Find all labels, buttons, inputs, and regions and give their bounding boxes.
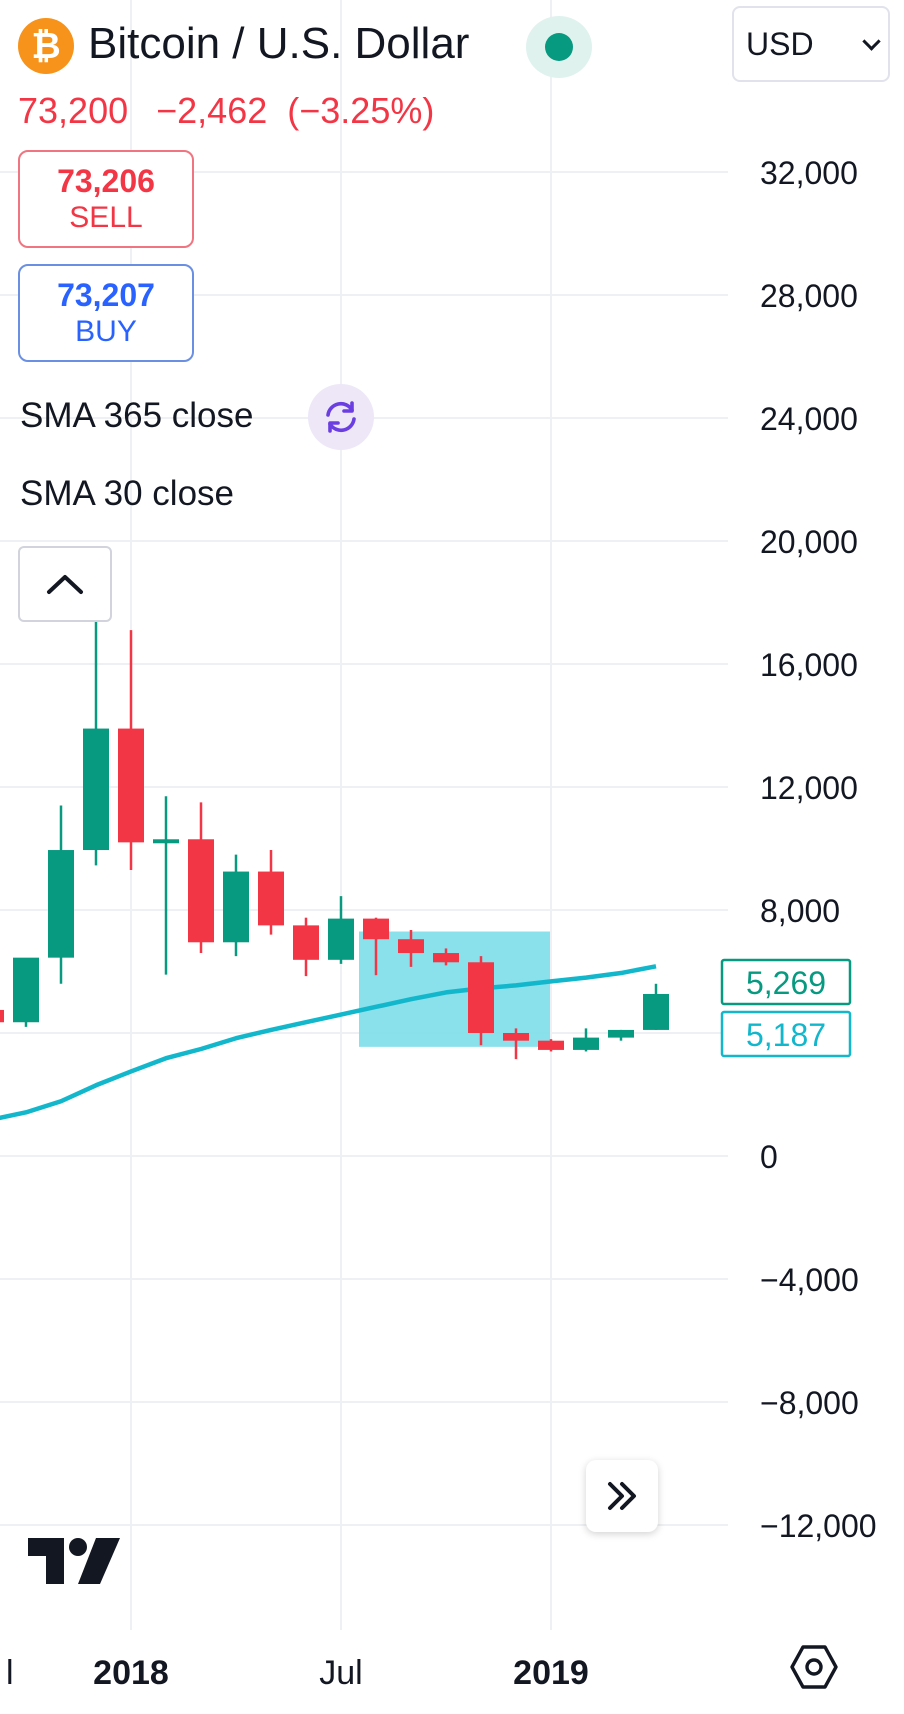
sell-price: 73,206 [57,163,155,199]
sma-365-path [0,964,657,1121]
y-tick-label: 16,000 [760,647,858,683]
candle-body [153,839,179,844]
candle-body [188,839,214,943]
price-label-sma: 5,187 [720,1010,852,1058]
live-dot [545,33,573,61]
sell-button[interactable]: 73,206 SELL [18,150,194,248]
candle-body [468,962,494,1033]
refresh-icon [326,401,356,433]
price-label-box [720,1010,852,1058]
price-change: −2,462 [156,90,268,131]
x-tick-label: 2019 [513,1654,589,1692]
double-chevron-right-icon [608,1482,636,1510]
scroll-to-realtime-button[interactable] [586,1460,658,1532]
settings-icon[interactable] [790,1644,838,1695]
price-axis[interactable]: −12,000 −8,000 −4,000 0 8,000 12,000 16,000 20,… [760,155,877,1544]
y-tick-label: −4,000 [760,1262,859,1298]
y-tick-label: 20,000 [760,524,858,560]
candle [363,917,389,976]
candle [13,957,39,1027]
candle [328,896,354,964]
candle-body [118,728,144,843]
symbol-title[interactable]: Bitcoin / U.S. Dollar [88,19,470,68]
refresh-button[interactable] [308,384,374,450]
candles [0,553,669,1060]
candle-body [608,1029,634,1038]
candle-body [398,939,424,954]
candle [398,929,424,967]
candle-body [223,871,249,943]
x-tick-label: 2018 [93,1654,169,1692]
collapse-legend-button[interactable] [18,546,112,622]
candle-body [13,957,39,1023]
buy-price: 73,207 [57,277,155,313]
candle [48,805,74,984]
quote-line: 73,200 −2,462 (−3.25%) [18,88,452,134]
candle [573,1028,599,1052]
y-tick-label: −12,000 [760,1508,877,1544]
candle [433,948,459,966]
time-axis[interactable]: l 2018 Jul 2019 [6,1654,589,1692]
candle-body [433,953,459,963]
candle [643,983,669,1030]
candle-body [503,1033,529,1041]
indicator-sma-365-label[interactable]: SMA 365 close [20,396,254,435]
y-tick-label: 0 [760,1139,778,1175]
y-tick-label: 8,000 [760,893,840,929]
y-tick-label: 28,000 [760,278,858,314]
candle [608,1029,634,1041]
candle-body [538,1040,564,1050]
candle-body [293,925,319,960]
candle [293,917,319,977]
candle-body [0,1009,4,1023]
candle-body [643,993,669,1030]
price-label-text: 5,269 [746,965,826,1001]
candle [468,956,494,1046]
candle [118,630,144,871]
live-status-icon [526,16,592,78]
x-tick-label: Jul [319,1654,362,1692]
chevron-up-icon [47,575,83,594]
price-labels: 5,269 5,187 [720,958,852,1058]
candle [538,1039,564,1052]
buy-button[interactable]: 73,207 BUY [18,264,194,362]
indicator-sma-30-label[interactable]: SMA 30 close [20,474,234,513]
candle-body [258,871,284,926]
chevron-down-icon [862,31,881,51]
candle-body [573,1037,599,1050]
price-label-last: 5,269 [720,958,852,1006]
bitcoin-logo-icon: ₿ [18,18,74,74]
sma-365-line [0,964,657,1121]
y-tick-label: −8,000 [760,1385,859,1421]
candle [223,854,249,957]
sell-label: SELL [69,201,143,234]
price-change-percent: (−3.25%) [287,90,435,131]
candle [503,1028,529,1060]
candle [258,850,284,935]
candle-body [328,918,354,960]
last-price: 73,200 [18,90,129,131]
buy-label: BUY [75,315,137,348]
candle [153,796,179,975]
tradingview-logo-icon[interactable] [28,1538,120,1589]
candle-body [83,728,109,851]
candle-body [48,850,74,958]
y-tick-label: 32,000 [760,155,858,191]
x-tick-label: l [6,1654,14,1692]
candle [188,802,214,954]
candle [0,1009,4,1023]
price-label-box [720,958,852,1006]
currency-select[interactable]: USD [732,6,890,82]
y-tick-label: 24,000 [760,401,858,437]
y-tick-label: 12,000 [760,770,858,806]
price-label-text: 5,187 [746,1017,826,1053]
candle-body [363,918,389,940]
currency-value: USD [746,25,814,62]
